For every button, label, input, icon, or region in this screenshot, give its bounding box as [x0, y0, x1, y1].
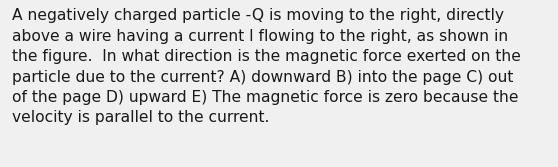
- Text: A negatively charged particle -Q is moving to the right, directly
above a wire h: A negatively charged particle -Q is movi…: [12, 8, 521, 125]
